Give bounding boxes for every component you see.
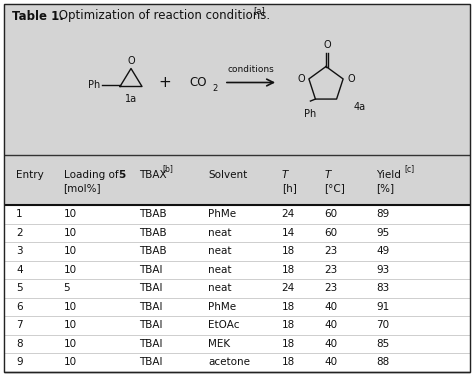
Text: 18: 18	[282, 265, 295, 275]
Text: Ph: Ph	[304, 109, 317, 119]
Text: neat: neat	[208, 265, 232, 275]
Text: 18: 18	[282, 320, 295, 330]
Text: TBAI: TBAI	[139, 320, 163, 330]
Text: 2: 2	[212, 84, 217, 93]
Text: neat: neat	[208, 283, 232, 293]
Text: 40: 40	[324, 320, 337, 330]
Text: 8: 8	[16, 339, 23, 349]
Polygon shape	[4, 4, 470, 372]
Text: 24: 24	[282, 283, 295, 293]
Text: 40: 40	[324, 339, 337, 349]
Text: [b]: [b]	[162, 165, 173, 173]
Text: CO: CO	[189, 76, 207, 89]
Text: 10: 10	[64, 209, 77, 219]
Text: 40: 40	[324, 357, 337, 367]
Text: O: O	[297, 74, 305, 84]
Text: T: T	[324, 170, 331, 180]
Text: TBAI: TBAI	[139, 283, 163, 293]
Text: 5: 5	[64, 283, 70, 293]
Text: 85: 85	[376, 339, 390, 349]
Text: 5: 5	[16, 283, 23, 293]
Text: 4a: 4a	[354, 102, 366, 112]
Text: TBAI: TBAI	[139, 357, 163, 367]
Text: 60: 60	[324, 209, 337, 219]
Text: TBAB: TBAB	[139, 246, 167, 256]
Text: TBAI: TBAI	[139, 265, 163, 275]
Text: Solvent: Solvent	[208, 170, 247, 180]
Text: 18: 18	[282, 246, 295, 256]
Text: 14: 14	[282, 228, 295, 238]
Text: O: O	[347, 74, 355, 84]
Text: 88: 88	[376, 357, 390, 367]
Text: 93: 93	[376, 265, 390, 275]
Text: [c]: [c]	[404, 165, 415, 173]
Text: 6: 6	[16, 302, 23, 312]
Text: 10: 10	[64, 339, 77, 349]
Text: 1: 1	[16, 209, 23, 219]
Text: PhMe: PhMe	[208, 209, 237, 219]
Text: PhMe: PhMe	[208, 302, 237, 312]
Text: 24: 24	[282, 209, 295, 219]
Text: Table 1.: Table 1.	[12, 9, 64, 23]
Text: [°C]: [°C]	[324, 183, 345, 193]
Text: EtOAc: EtOAc	[208, 320, 240, 330]
Text: 60: 60	[324, 228, 337, 238]
Text: conditions: conditions	[228, 65, 274, 74]
Text: Ph: Ph	[88, 79, 100, 89]
Text: Optimization of reaction conditions.: Optimization of reaction conditions.	[55, 9, 270, 23]
Text: 18: 18	[282, 302, 295, 312]
Text: 89: 89	[376, 209, 390, 219]
Text: 10: 10	[64, 302, 77, 312]
Text: O: O	[323, 41, 331, 50]
Text: 5: 5	[118, 170, 126, 180]
Text: T: T	[282, 170, 288, 180]
Text: [%]: [%]	[376, 183, 394, 193]
Text: 23: 23	[324, 265, 337, 275]
Text: 7: 7	[16, 320, 23, 330]
Text: 40: 40	[324, 302, 337, 312]
Text: 10: 10	[64, 246, 77, 256]
Text: 1a: 1a	[125, 94, 137, 103]
Text: 70: 70	[376, 320, 390, 330]
Text: neat: neat	[208, 246, 232, 256]
Text: 23: 23	[324, 246, 337, 256]
Text: neat: neat	[208, 228, 232, 238]
Text: 91: 91	[376, 302, 390, 312]
Text: [h]: [h]	[282, 183, 297, 193]
Text: 9: 9	[16, 357, 23, 367]
Text: 23: 23	[324, 283, 337, 293]
Text: 10: 10	[64, 357, 77, 367]
Text: +: +	[159, 75, 172, 90]
Text: [mol%]: [mol%]	[64, 183, 101, 193]
Text: acetone: acetone	[208, 357, 250, 367]
Text: [a]: [a]	[253, 6, 265, 15]
Text: TBAI: TBAI	[139, 339, 163, 349]
Text: TBAB: TBAB	[139, 209, 167, 219]
Text: 18: 18	[282, 339, 295, 349]
Text: 10: 10	[64, 265, 77, 275]
Text: Entry: Entry	[16, 170, 44, 180]
Text: 3: 3	[16, 246, 23, 256]
Text: 95: 95	[376, 228, 390, 238]
Text: 10: 10	[64, 320, 77, 330]
Text: TBAB: TBAB	[139, 228, 167, 238]
Text: 10: 10	[64, 228, 77, 238]
Text: 4: 4	[16, 265, 23, 275]
Text: 49: 49	[376, 246, 390, 256]
Text: MEK: MEK	[208, 339, 230, 349]
Text: Loading of: Loading of	[64, 170, 121, 180]
Text: TBAX: TBAX	[139, 170, 167, 180]
Text: Yield: Yield	[376, 170, 401, 180]
Text: 2: 2	[16, 228, 23, 238]
Polygon shape	[4, 205, 470, 371]
Text: TBAI: TBAI	[139, 302, 163, 312]
Text: 18: 18	[282, 357, 295, 367]
Text: O: O	[127, 56, 135, 65]
Text: 83: 83	[376, 283, 390, 293]
